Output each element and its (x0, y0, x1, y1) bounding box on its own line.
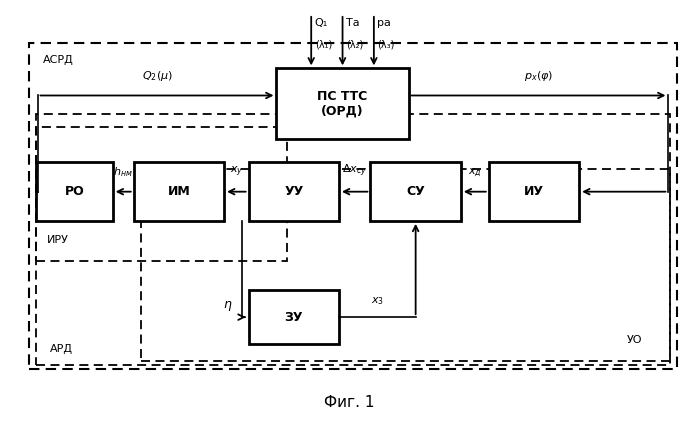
Text: pа: pа (377, 18, 391, 28)
Text: УО: УО (626, 335, 642, 345)
Text: $x_у$: $x_у$ (229, 165, 243, 179)
FancyBboxPatch shape (249, 163, 339, 221)
Text: СУ: СУ (406, 185, 425, 198)
Text: $Q_2(\mu)$: $Q_2(\mu)$ (142, 69, 173, 83)
FancyBboxPatch shape (489, 163, 579, 221)
Text: АСРД: АСРД (43, 55, 74, 65)
Text: АРД: АРД (50, 344, 73, 354)
Text: $x_д$: $x_д$ (468, 166, 482, 179)
Text: ЗУ: ЗУ (284, 311, 303, 324)
Text: (λ₂): (λ₂) (346, 39, 363, 49)
Text: ИУ: ИУ (524, 185, 544, 198)
Text: ИРУ: ИРУ (47, 235, 69, 245)
FancyBboxPatch shape (249, 290, 339, 344)
Text: Фиг. 1: Фиг. 1 (324, 395, 375, 410)
Text: РО: РО (64, 185, 85, 198)
Text: $\eta$: $\eta$ (223, 299, 233, 313)
Text: $x_3$: $x_3$ (370, 295, 384, 306)
Text: $\Delta x_{су}$: $\Delta x_{су}$ (342, 163, 367, 179)
FancyBboxPatch shape (276, 68, 409, 139)
Text: (λ₁): (λ₁) (315, 39, 332, 49)
FancyBboxPatch shape (134, 163, 224, 221)
Text: УУ: УУ (284, 185, 303, 198)
Text: Tа: Tа (346, 18, 360, 28)
Text: $h_{нм}$: $h_{нм}$ (113, 165, 133, 179)
Text: $p_x(\varphi)$: $p_x(\varphi)$ (524, 69, 553, 83)
Text: Q₁: Q₁ (315, 18, 328, 28)
Text: ИМ: ИМ (168, 185, 190, 198)
FancyBboxPatch shape (370, 163, 461, 221)
FancyBboxPatch shape (36, 163, 113, 221)
Text: (λ₃): (λ₃) (377, 39, 395, 49)
Text: ПС ТТС
(ОРД): ПС ТТС (ОРД) (317, 90, 368, 118)
